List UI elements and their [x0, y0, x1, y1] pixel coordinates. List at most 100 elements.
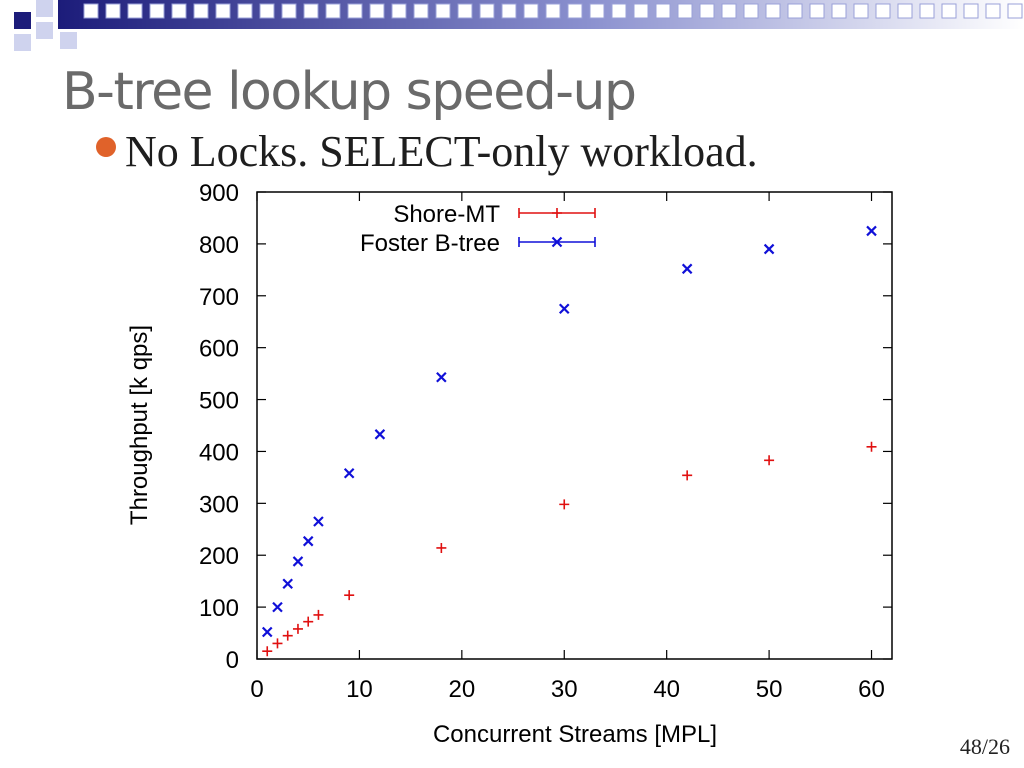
- data-point: [261, 626, 273, 638]
- x-tick-label: 20: [448, 676, 475, 703]
- header-square: [303, 3, 319, 19]
- header-square: [347, 3, 363, 19]
- y-tick-label: 300: [199, 491, 239, 518]
- header-square: [237, 3, 253, 19]
- data-point: [682, 470, 693, 481]
- data-point: [302, 535, 314, 547]
- header-square: [127, 3, 143, 19]
- series-foster-btree: [261, 225, 877, 638]
- data-point: [282, 578, 294, 590]
- header-square: [1007, 3, 1023, 19]
- data-point: [343, 467, 355, 479]
- header-square: [677, 3, 693, 19]
- x-tick-label: 60: [858, 676, 885, 703]
- header-square: [60, 32, 77, 49]
- x-tick-label: 30: [551, 676, 578, 703]
- header-square: [831, 3, 847, 19]
- header-square: [743, 3, 759, 19]
- y-tick-label: 900: [199, 180, 239, 207]
- header-square: [787, 3, 803, 19]
- data-point: [681, 263, 693, 275]
- data-point: [866, 225, 877, 237]
- header-square: [325, 3, 341, 19]
- y-tick-label: 100: [199, 595, 239, 622]
- header-square: [941, 3, 957, 19]
- y-tick-label: 500: [199, 388, 239, 415]
- data-point: [559, 499, 570, 510]
- header-square: [985, 3, 1001, 19]
- data-point: [313, 609, 324, 620]
- header-square: [721, 3, 737, 19]
- legend-label: Foster B-tree: [360, 230, 500, 257]
- y-tick-label: 700: [199, 284, 239, 311]
- x-axis-label: Concurrent Streams [MPL]: [433, 721, 717, 748]
- header-square: [545, 3, 561, 19]
- header-square: [897, 3, 913, 19]
- header-square: [259, 3, 275, 19]
- data-point: [262, 646, 273, 657]
- y-axis-label: Throughput [k qps]: [126, 325, 153, 525]
- data-point: [272, 638, 283, 649]
- data-point: [292, 623, 303, 634]
- header-decoration: [14, 0, 1024, 51]
- y-tick-label: 400: [199, 439, 239, 466]
- header-square: [523, 3, 539, 19]
- page-number: 48/26: [959, 734, 1010, 759]
- series-shore-mt: [262, 441, 877, 657]
- data-point: [763, 243, 775, 255]
- header-square: [589, 3, 605, 19]
- y-tick-label: 600: [199, 336, 239, 363]
- data-point: [344, 590, 355, 601]
- x-tick-label: 10: [346, 676, 373, 703]
- x-tick-label: 0: [250, 676, 263, 703]
- data-point: [313, 516, 324, 527]
- data-point: [374, 429, 386, 440]
- bullet-text: No Locks. SELECT-only workload.: [125, 127, 758, 176]
- data-point: [558, 303, 570, 315]
- header-square: [14, 12, 31, 29]
- header-square: [391, 3, 407, 19]
- data-point: [436, 542, 447, 553]
- header-square: [281, 3, 297, 19]
- header-square: [171, 3, 187, 19]
- header-square: [149, 3, 165, 19]
- header-square: [809, 3, 825, 19]
- header-square: [215, 3, 231, 19]
- legend-marker: [551, 236, 563, 248]
- header-square: [83, 3, 99, 19]
- header-square: [567, 3, 583, 19]
- header-square: [765, 3, 781, 19]
- header-square: [611, 3, 627, 19]
- header-square: [919, 3, 935, 19]
- header-square: [501, 3, 517, 19]
- data-point: [282, 630, 293, 641]
- header-square: [36, 0, 53, 17]
- header-square: [479, 3, 495, 19]
- header-square: [105, 3, 121, 19]
- data-point: [292, 556, 304, 567]
- header-square: [699, 3, 715, 19]
- y-tick-label: 200: [199, 543, 239, 570]
- data-point: [866, 441, 877, 452]
- slide-title: B-tree lookup speed-up: [62, 62, 637, 122]
- y-tick-label: 800: [199, 232, 239, 259]
- header-square: [963, 3, 979, 19]
- header-square: [655, 3, 671, 19]
- header-square: [36, 22, 53, 39]
- y-tick-label: 0: [226, 647, 239, 674]
- header-square: [633, 3, 649, 19]
- x-tick-label: 50: [756, 676, 783, 703]
- plot-frame: [256, 191, 893, 660]
- bullet-dot-icon: [96, 137, 116, 157]
- header-square: [14, 34, 31, 51]
- header-square: [413, 3, 429, 19]
- header-square: [875, 3, 891, 19]
- header-square: [435, 3, 451, 19]
- header-square: [193, 3, 209, 19]
- x-tick-label: 40: [653, 676, 680, 703]
- data-point: [303, 616, 314, 627]
- header-square: [369, 3, 385, 19]
- header-square: [853, 3, 869, 19]
- data-point: [436, 371, 447, 383]
